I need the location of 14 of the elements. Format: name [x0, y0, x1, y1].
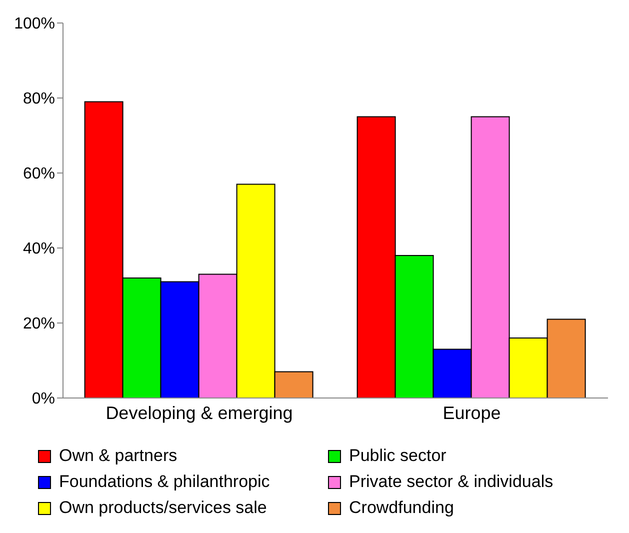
legend-label: Own & partners [59, 446, 178, 466]
y-tick-label: 100% [14, 16, 55, 33]
y-tick-label: 60% [22, 166, 55, 183]
legend-label: Own products/services sale [59, 498, 267, 518]
legend-label: Crowdfunding [349, 498, 454, 518]
legend-label: Public sector [349, 446, 446, 466]
y-tick-label: 0% [32, 390, 55, 408]
y-tick-label: 80% [22, 90, 55, 108]
x-tick-label: Europe [442, 402, 501, 423]
legend-label: Private sector & individuals [349, 472, 554, 492]
y-tick-label: 20% [22, 316, 55, 333]
y-tick-label: 40% [22, 240, 55, 258]
legend-label: Foundations & philanthropic [59, 472, 270, 492]
x-tick-label: Developing & emerging [106, 402, 293, 423]
